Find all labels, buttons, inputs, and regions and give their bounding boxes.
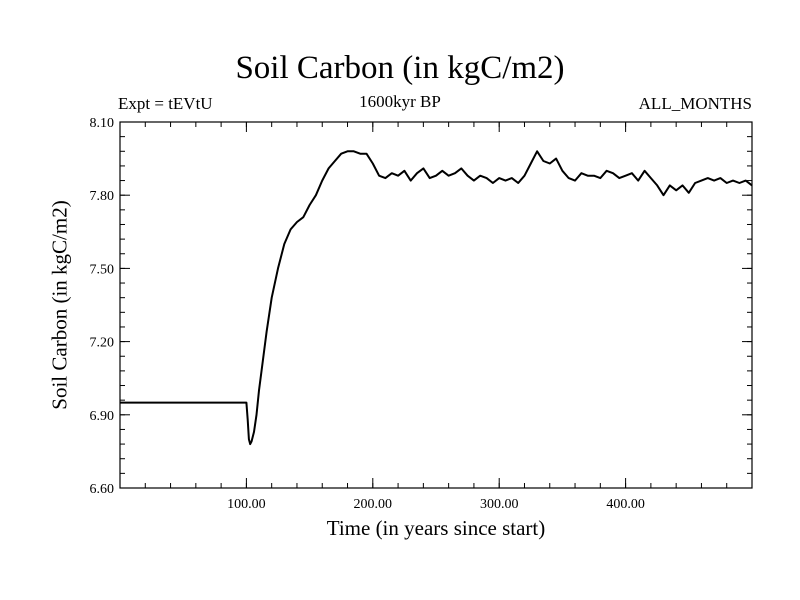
y-tick-label: 7.20 <box>90 336 115 351</box>
x-tick-label: 200.00 <box>354 497 393 512</box>
x-tick-label: 300.00 <box>480 497 519 512</box>
y-tick-label: 6.90 <box>90 409 115 424</box>
x-tick-label: 100.00 <box>227 497 266 512</box>
y-tick-label: 7.50 <box>90 262 115 277</box>
chart-title: Soil Carbon (in kgC/m2) <box>235 50 565 86</box>
y-tick-label: 7.80 <box>90 189 115 204</box>
axes-frame <box>119 121 753 489</box>
chart-subtitle: 1600kyr BP <box>359 92 441 111</box>
y-tick-label: 6.60 <box>90 482 115 497</box>
months-label: ALL_MONTHS <box>638 94 752 113</box>
experiment-label: Expt = tEVtU <box>118 94 213 113</box>
y-tick-label: 8.10 <box>90 116 115 131</box>
soil-carbon-series-line <box>120 150 753 446</box>
x-axis-label: Time (in years since start) <box>326 516 546 540</box>
x-tick-label: 400.00 <box>606 497 645 512</box>
